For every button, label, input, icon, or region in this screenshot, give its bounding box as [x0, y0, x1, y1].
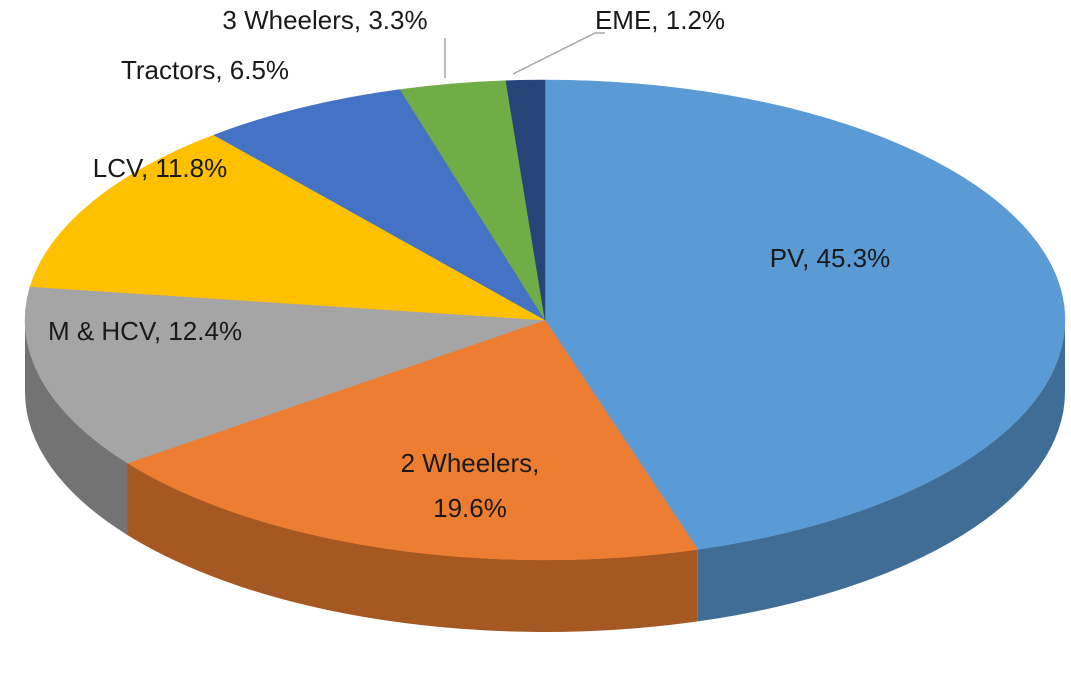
slice-side [697, 320, 1065, 622]
data-label: M & HCV, 12.4% [48, 316, 242, 346]
leader-line [512, 32, 605, 75]
slice-side [25, 320, 128, 536]
data-label: Tractors, 6.5% [121, 55, 289, 85]
data-label: PV, 45.3% [770, 243, 890, 273]
data-label: LCV, 11.8% [93, 153, 227, 183]
slice [29, 134, 546, 321]
data-label: 2 Wheelers, 19.6% [401, 448, 540, 523]
pie-tops [24, 79, 1066, 561]
data-label: 3 Wheelers, 3.3% [222, 5, 427, 35]
slice [24, 286, 546, 464]
data-labels: PV, 45.3% 2 Wheelers, 19.6% M & HCV, 12.4% L… [48, 5, 890, 523]
slice [505, 79, 546, 321]
slice-side [127, 463, 698, 632]
data-label-line: 19.6% [433, 493, 507, 523]
slice [544, 79, 1066, 550]
data-label-line: 2 Wheelers, [401, 448, 540, 478]
pie-sides [25, 320, 1065, 632]
slice [126, 319, 699, 561]
data-label: EME, 1.2% [595, 5, 725, 35]
slice [213, 89, 546, 321]
